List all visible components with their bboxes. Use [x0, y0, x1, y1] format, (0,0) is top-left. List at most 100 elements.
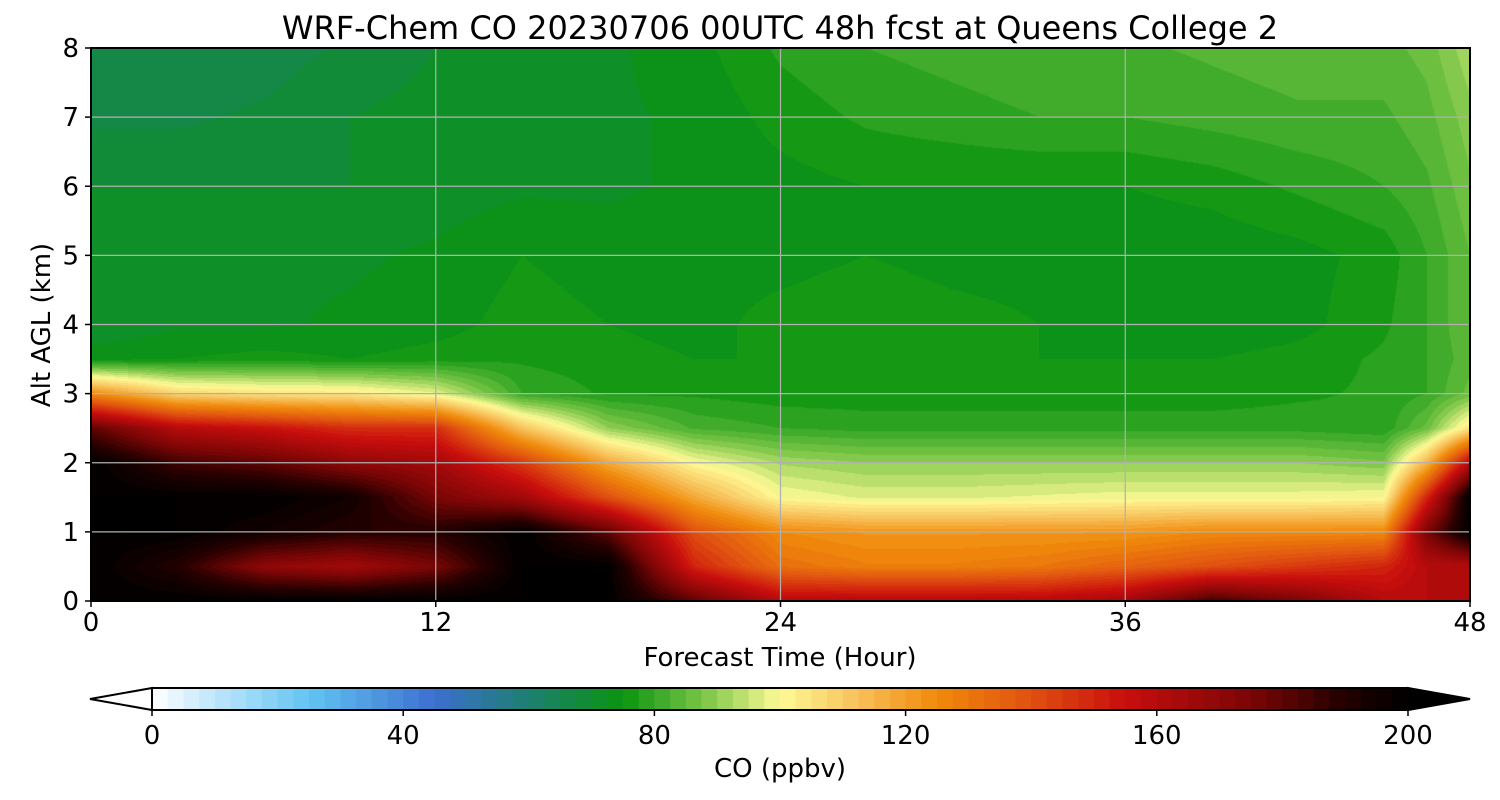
colorbar-block: [591, 688, 608, 710]
colorbar-block: [1376, 688, 1393, 710]
colorbar-block: [1046, 688, 1064, 710]
colorbar-block: [371, 688, 389, 710]
colorbar-block: [1156, 688, 1174, 710]
colorbar-block: [1141, 688, 1158, 710]
colorbar-block: [1031, 688, 1048, 710]
colorbar-block: [1078, 688, 1095, 710]
colorbar-block: [984, 688, 1001, 710]
colorbar-label: CO (ppbv): [714, 754, 846, 784]
colorbar-block: [403, 688, 420, 710]
colorbar-block: [701, 688, 718, 710]
colorbar-block: [1188, 688, 1205, 710]
colorbar-block: [1360, 688, 1378, 710]
x-tick-label: 12: [419, 608, 452, 638]
colorbar-block: [858, 688, 875, 710]
colorbar-block: [764, 688, 781, 710]
colorbar-block: [293, 688, 310, 710]
colorbar-block: [780, 688, 797, 710]
colorbar-block: [874, 688, 891, 710]
colorbar-block: [434, 688, 451, 710]
y-tick-label: 8: [62, 34, 79, 64]
colorbar-block: [513, 688, 530, 710]
colorbar-block: [1062, 688, 1079, 710]
colorbar-block: [1313, 688, 1331, 710]
colorbar-block: [230, 688, 247, 710]
colorbar-block: [560, 688, 577, 710]
x-tick-label: 24: [764, 608, 797, 638]
colorbar-block: [937, 688, 954, 710]
colorbar-block: [356, 688, 373, 710]
colorbar-block: [827, 688, 844, 710]
colorbar-block: [277, 688, 294, 710]
colorbar-block: [748, 688, 765, 710]
colorbar-block: [152, 688, 169, 710]
colorbar-block: [214, 688, 232, 710]
plot-area: [90, 47, 1471, 602]
y-tick-label: 2: [62, 449, 79, 479]
x-tick-label: 36: [1109, 608, 1142, 638]
colorbar-block: [466, 688, 483, 710]
colorbar-block: [1015, 688, 1032, 710]
colorbar-block: [1172, 688, 1189, 710]
colorbar-block: [387, 688, 404, 710]
colorbar-block: [1125, 688, 1142, 710]
y-tick-label: 1: [62, 518, 79, 548]
colorbar-block: [1109, 688, 1126, 710]
colorbar-tick-label: 0: [144, 721, 161, 751]
colorbar-block: [921, 688, 938, 710]
colorbar-tick-label: 160: [1132, 721, 1182, 751]
colorbar-block: [717, 688, 734, 710]
colorbar-block: [685, 688, 703, 710]
colorbar-block: [1094, 688, 1111, 710]
x-tick-label: 48: [1453, 608, 1486, 638]
y-tick-label: 0: [62, 587, 79, 617]
x-tick-label: 0: [83, 608, 100, 638]
colorbar-block: [309, 688, 326, 710]
colorbar-block: [732, 688, 750, 710]
colorbar-block: [261, 688, 279, 710]
colorbar-extend-high: [1407, 686, 1471, 712]
colorbar-block: [1298, 688, 1315, 710]
colorbar-ticks: 0 40 80 120 160 200: [144, 710, 1433, 751]
colorbar-block: [952, 688, 969, 710]
colorbar-block: [324, 688, 341, 710]
colorbar-tick-label: 80: [638, 721, 671, 751]
y-tick-label: 3: [62, 380, 79, 410]
y-tick-label: 5: [62, 241, 79, 271]
colorbar-block: [607, 688, 624, 710]
colorbar-block: [1329, 688, 1346, 710]
y-tick-label: 6: [62, 172, 79, 202]
colorbar-block: [795, 688, 812, 710]
colorbar-block: [905, 688, 922, 710]
colorbar-block: [340, 688, 357, 710]
colorbar-block: [450, 688, 467, 710]
colorbar-block: [889, 688, 907, 710]
colorbar-block: [497, 688, 514, 710]
x-axis-label: Forecast Time (Hour): [643, 643, 916, 673]
colorbar-block: [1266, 688, 1283, 710]
y-tick-label: 7: [62, 103, 79, 133]
colorbar-block: [968, 688, 985, 710]
colorbar-tick-label: 200: [1383, 721, 1433, 751]
colorbar-block: [1235, 688, 1252, 710]
colorbar-block: [1282, 688, 1299, 710]
colorbar-block: [811, 688, 828, 710]
colorbar-tick-label: 120: [881, 721, 931, 751]
y-axis-label: Alt AGL (km): [27, 243, 57, 407]
colorbar-block: [481, 688, 498, 710]
colorbar-block: [246, 688, 263, 710]
colorbar-block: [1392, 688, 1409, 710]
colorbar-extend-low: [89, 686, 153, 712]
colorbar-blocks: [152, 688, 1409, 710]
colorbar-block: [654, 688, 671, 710]
colorbar-block: [575, 688, 593, 710]
colorbar-block: [670, 688, 687, 710]
y-axis-ticks: 0 1 2 3 4 5 6 7 8: [62, 34, 91, 617]
colorbar-tick-label: 40: [387, 721, 420, 751]
y-tick-label: 4: [62, 311, 79, 341]
colorbar-block: [1203, 688, 1221, 710]
colorbar-block: [638, 688, 655, 710]
colorbar-block: [842, 688, 860, 710]
colorbar-block: [418, 688, 436, 710]
